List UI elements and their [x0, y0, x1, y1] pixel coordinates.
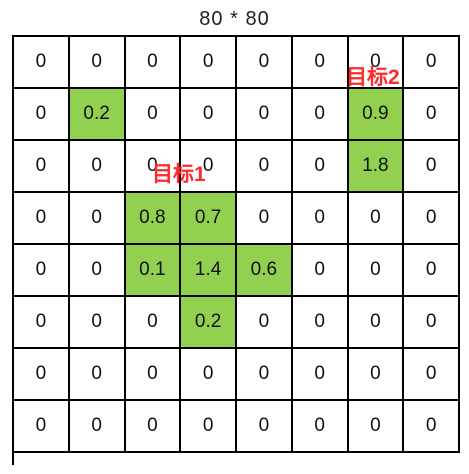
grid-cell-highlighted: 1.8 — [348, 141, 405, 193]
grid-cell: 0 — [404, 349, 460, 401]
grid-cell: 0 — [181, 349, 237, 401]
grid-cell: 0 — [348, 193, 405, 245]
grid-cell-highlighted: 1.4 — [181, 245, 237, 297]
grid-cell: 0 — [348, 37, 405, 89]
grid-row: 0 0.2 0 0 0 0 0.9 0 — [14, 89, 460, 141]
grid-title: 80 * 80 — [199, 8, 270, 30]
grid-cell: 0 — [292, 245, 349, 297]
grid-cell: 0 — [69, 193, 126, 245]
grid-cell: 0 — [69, 349, 126, 401]
grid-cell: 0 — [404, 193, 460, 245]
grid-cell: 0 — [237, 37, 293, 89]
grid-cell: 0 — [348, 245, 405, 297]
grid-cell: 0 — [125, 349, 182, 401]
grid-cell: 0 — [292, 349, 349, 401]
grid-cell: 0 — [292, 401, 349, 453]
grid-cell: 0 — [404, 401, 460, 453]
grid-cell: 0 — [125, 37, 182, 89]
grid-cell: 0 — [292, 141, 349, 193]
grid-cell: 0 — [404, 89, 460, 141]
grid-cell: 0 — [237, 193, 293, 245]
grid-cell: 0 — [125, 297, 182, 349]
grid-cell: 0 — [292, 89, 349, 141]
grid-cell: 0 — [181, 401, 237, 453]
grid-cell: 0 — [181, 141, 237, 193]
grid-cell: 0 — [69, 141, 126, 193]
grid-cell: 0 — [348, 401, 405, 453]
grid-cell: 0 — [125, 141, 182, 193]
grid-cell: 0 — [181, 89, 237, 141]
grid-cell-highlighted: 0.6 — [237, 245, 293, 297]
target-2-label: 目标2 — [346, 66, 400, 89]
grid-cell: 0 — [69, 245, 126, 297]
grid-cell: 0 — [125, 89, 182, 141]
grid-cell: 0 — [404, 141, 460, 193]
grid-cell: 0 — [14, 141, 70, 193]
value-grid: 0 0 0 0 0 0 0 0 0 0.2 0 0 0 0 0.9 0 0 0 0 0 0 0 1.8 0 0 0 0.8 0.7 0 0… — [12, 35, 460, 465]
grid-cell: 0 — [237, 297, 293, 349]
grid-cell: 0 — [14, 37, 70, 89]
grid-cell-highlighted: 0.7 — [181, 193, 237, 245]
grid-cell: 0 — [404, 297, 460, 349]
grid-cell: 0 — [292, 193, 349, 245]
grid-cell: 0 — [14, 245, 70, 297]
grid-row: 0 0 0 0 0 0 1.8 0 — [14, 141, 460, 193]
grid-cell-highlighted: 0.2 — [181, 297, 237, 349]
grid-cell: 0 — [404, 245, 460, 297]
grid-cell: 0 — [14, 297, 70, 349]
grid-cell: 0 — [125, 401, 182, 453]
grid-cell: 0 — [348, 349, 405, 401]
grid-cell: 0 — [69, 401, 126, 453]
grid-cell: 0 — [237, 349, 293, 401]
grid-cell: 0 — [292, 37, 349, 89]
grid-cell-highlighted: 0.2 — [69, 89, 126, 141]
grid-row: 0 0 0.1 1.4 0.6 0 0 0 — [14, 245, 460, 297]
grid-cell: 0 — [14, 401, 70, 453]
grid-cell-highlighted: 0.8 — [125, 193, 182, 245]
grid-cell: 0 — [237, 89, 293, 141]
grid-cell-highlighted: 0.1 — [125, 245, 182, 297]
grid-cell: 0 — [404, 37, 460, 89]
grid-cell: 0 — [237, 401, 293, 453]
grid-cell: 0 — [14, 349, 70, 401]
grid-cell: 0 — [14, 89, 70, 141]
grid-cell: 0 — [237, 141, 293, 193]
grid-cell: 0 — [69, 297, 126, 349]
grid-cell-highlighted: 0.9 — [348, 89, 405, 141]
grid-row: 0 0 0.8 0.7 0 0 0 0 — [14, 193, 460, 245]
grid-cell: 0 — [348, 297, 405, 349]
grid-cell: 0 — [14, 193, 70, 245]
grid-cell: 0 — [69, 37, 126, 89]
target-1-label: 目标1 — [152, 163, 206, 186]
grid-cell: 0 — [181, 37, 237, 89]
grid-cell: 0 — [292, 297, 349, 349]
grid-row: 0 0 0 0.2 0 0 0 0 — [14, 297, 460, 349]
